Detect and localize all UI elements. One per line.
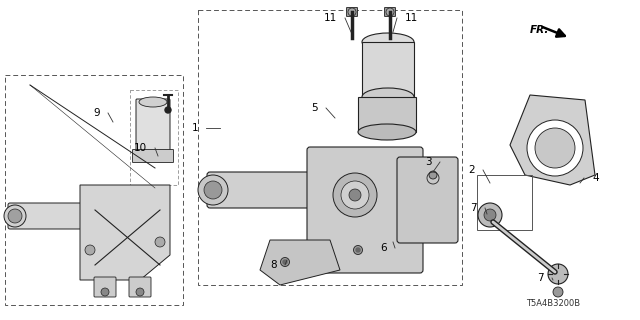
Circle shape — [353, 245, 362, 254]
Polygon shape — [510, 95, 595, 185]
Circle shape — [155, 237, 165, 247]
Text: 11: 11 — [405, 13, 419, 23]
Text: 6: 6 — [380, 243, 387, 253]
Text: 11: 11 — [324, 13, 337, 23]
Bar — [130, 90, 178, 185]
FancyBboxPatch shape — [207, 172, 353, 208]
Bar — [358, 97, 416, 132]
Circle shape — [4, 205, 26, 227]
Circle shape — [283, 260, 287, 264]
FancyBboxPatch shape — [385, 7, 396, 17]
FancyBboxPatch shape — [397, 157, 458, 243]
Text: 5: 5 — [312, 103, 318, 113]
Text: 9: 9 — [93, 108, 100, 118]
Ellipse shape — [362, 33, 414, 51]
Circle shape — [527, 120, 583, 176]
Text: 7: 7 — [470, 203, 477, 213]
Circle shape — [101, 288, 109, 296]
Circle shape — [386, 8, 394, 16]
Circle shape — [341, 181, 369, 209]
Circle shape — [548, 264, 568, 284]
Circle shape — [165, 107, 171, 113]
Polygon shape — [260, 240, 340, 285]
Circle shape — [429, 171, 437, 179]
Circle shape — [85, 245, 95, 255]
Ellipse shape — [358, 124, 416, 140]
Circle shape — [484, 209, 496, 221]
Circle shape — [356, 248, 360, 252]
FancyBboxPatch shape — [307, 147, 423, 273]
FancyBboxPatch shape — [346, 7, 358, 17]
Circle shape — [348, 8, 356, 16]
Ellipse shape — [139, 97, 167, 107]
Ellipse shape — [362, 88, 414, 106]
Bar — [477, 175, 532, 230]
Circle shape — [333, 173, 377, 217]
Circle shape — [8, 209, 22, 223]
Text: 4: 4 — [592, 173, 598, 183]
FancyBboxPatch shape — [94, 277, 116, 297]
Polygon shape — [80, 185, 170, 280]
Bar — [198, 10, 462, 285]
Bar — [5, 75, 183, 305]
FancyBboxPatch shape — [8, 203, 97, 229]
Circle shape — [280, 258, 289, 267]
Text: T5A4B3200B: T5A4B3200B — [526, 299, 580, 308]
Text: 3: 3 — [426, 157, 432, 167]
Text: 8: 8 — [270, 260, 277, 270]
Circle shape — [535, 128, 575, 168]
Circle shape — [204, 181, 222, 199]
FancyBboxPatch shape — [136, 99, 170, 156]
Bar — [362, 42, 414, 97]
Text: 1: 1 — [191, 123, 198, 133]
Circle shape — [349, 189, 361, 201]
Circle shape — [478, 203, 502, 227]
Circle shape — [553, 287, 563, 297]
FancyBboxPatch shape — [129, 277, 151, 297]
FancyBboxPatch shape — [132, 149, 173, 163]
Text: 7: 7 — [538, 273, 544, 283]
Text: 2: 2 — [468, 165, 475, 175]
Text: FR.: FR. — [530, 25, 549, 35]
Text: 10: 10 — [134, 143, 147, 153]
Circle shape — [198, 175, 228, 205]
Circle shape — [136, 288, 144, 296]
